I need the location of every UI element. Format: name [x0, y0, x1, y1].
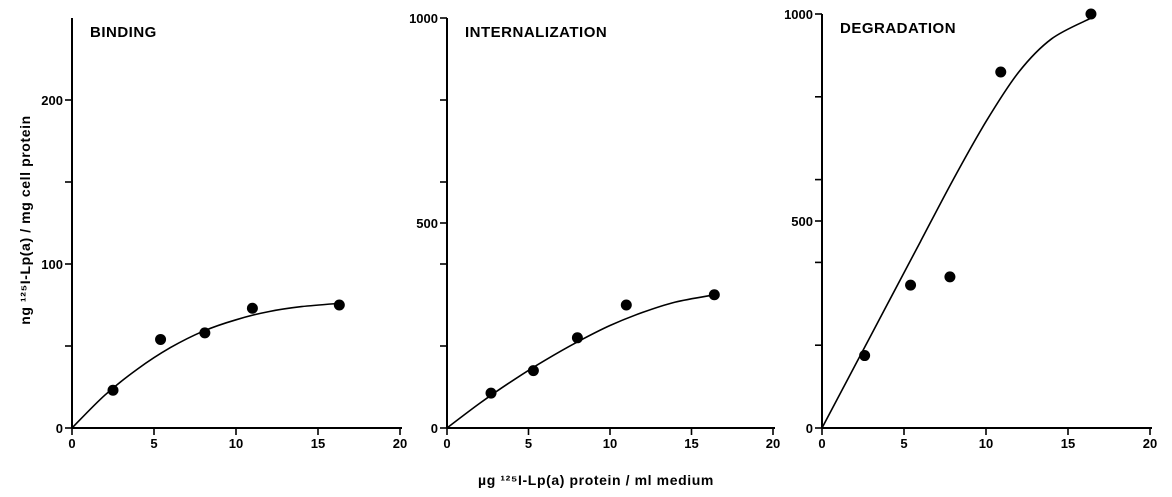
- fit-curve: [71, 302, 340, 429]
- x-tick-label: 5: [900, 436, 907, 451]
- x-tick-label: 10: [979, 436, 993, 451]
- x-tick-label: 10: [229, 436, 243, 451]
- y-tick-label: 0: [431, 421, 438, 436]
- x-tick-label: 10: [603, 436, 617, 451]
- data-point: [620, 299, 632, 311]
- panel-internalization: 0 5 10 15 20 0 500 1000 INTERNALIZATION: [409, 11, 780, 451]
- x-tick-label: 0: [443, 436, 450, 451]
- y-tick-label: 0: [56, 421, 63, 436]
- x-tick-label: 20: [393, 436, 407, 451]
- y-tick-label: 500: [416, 216, 438, 231]
- data-point: [859, 350, 871, 362]
- panel-title: INTERNALIZATION: [465, 24, 607, 41]
- data-point: [1085, 8, 1097, 20]
- x-tick-label: 20: [1143, 436, 1157, 451]
- fit-curve: [446, 294, 715, 429]
- y-tick-label: 1000: [784, 7, 813, 22]
- y-axis-title: ng ¹²⁵I-Lp(a) / mg cell protein: [17, 115, 33, 325]
- x-axis-title: µg ¹²⁵I-Lp(a) protein / ml medium: [478, 472, 714, 488]
- data-point: [155, 333, 167, 345]
- fit-curve: [821, 17, 1092, 429]
- panel-title: BINDING: [90, 24, 157, 41]
- x-tick-label: 15: [1061, 436, 1075, 451]
- panel-title: DEGRADATION: [840, 20, 956, 37]
- x-tick-label: 0: [818, 436, 825, 451]
- data-point: [246, 302, 258, 314]
- data-point: [333, 299, 345, 311]
- data-point: [107, 384, 119, 396]
- y-tick-label: 0: [806, 421, 813, 436]
- x-tick-label: 20: [766, 436, 780, 451]
- data-point: [199, 327, 211, 339]
- y-tick-label: 100: [41, 257, 63, 272]
- x-tick-label: 0: [68, 436, 75, 451]
- x-tick-label: 5: [150, 436, 157, 451]
- data-point: [905, 279, 917, 291]
- y-tick-label: 200: [41, 93, 63, 108]
- x-tick-label: 15: [311, 436, 325, 451]
- data-point: [485, 387, 497, 399]
- y-tick-label: 1000: [409, 11, 438, 26]
- panel-degradation: 0 5 10 15 20 0 500 1000 DEGRADATION: [784, 7, 1157, 451]
- y-tick-label: 500: [791, 214, 813, 229]
- data-point: [527, 365, 539, 377]
- data-point: [995, 66, 1007, 78]
- x-tick-label: 15: [684, 436, 698, 451]
- data-point: [944, 271, 956, 283]
- x-tick-label: 5: [525, 436, 532, 451]
- data-point: [571, 332, 583, 344]
- data-point: [708, 289, 720, 301]
